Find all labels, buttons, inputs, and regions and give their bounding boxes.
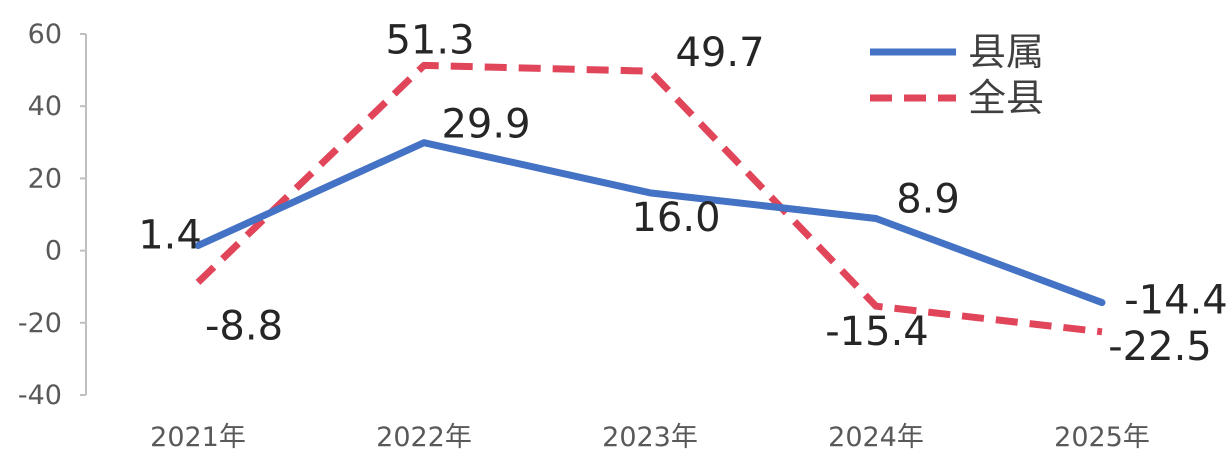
y-tick-label: 20: [28, 163, 62, 194]
x-tick-label: 2021年: [150, 422, 246, 453]
data-label: -8.8: [205, 303, 283, 349]
data-label: 49.7: [675, 30, 764, 76]
data-label: 51.3: [385, 17, 474, 63]
x-tick-label: 2024年: [828, 422, 924, 453]
series-line-county-owned: [194, 139, 1106, 307]
data-label: -15.4: [825, 309, 929, 355]
data-label: -22.5: [1108, 324, 1212, 370]
series-line-whole-county: [195, 61, 1103, 336]
y-tick-label: -40: [18, 380, 62, 411]
x-tick-label: 2023年: [602, 422, 698, 453]
data-label: 29.9: [441, 102, 530, 148]
legend-label: 县属: [968, 30, 1044, 74]
x-tick-label: 2025年: [1054, 422, 1150, 453]
data-label: 8.9: [896, 176, 960, 222]
series-lines: [194, 61, 1106, 336]
data-label: 16.0: [631, 195, 720, 241]
y-axis-ticks: 60 40 20 0 -20 -40: [18, 19, 86, 411]
data-label: 1.4: [138, 213, 202, 259]
legend-label: 全县: [968, 76, 1044, 120]
y-tick-label: 60: [28, 19, 62, 50]
data-label: -14.4: [1124, 278, 1228, 324]
y-tick-label: 0: [45, 236, 62, 267]
y-tick-label: -20: [18, 308, 62, 339]
data-labels: 1.4 29.9 16.0 8.9 -14.4 -8.8 51.3 49.7 -15.4 -22.…: [138, 17, 1228, 369]
x-axis-ticks: 2021年 2022年 2023年 2024年 2025年: [150, 422, 1150, 453]
x-tick-label: 2022年: [376, 422, 472, 453]
y-tick-label: 40: [28, 91, 62, 122]
